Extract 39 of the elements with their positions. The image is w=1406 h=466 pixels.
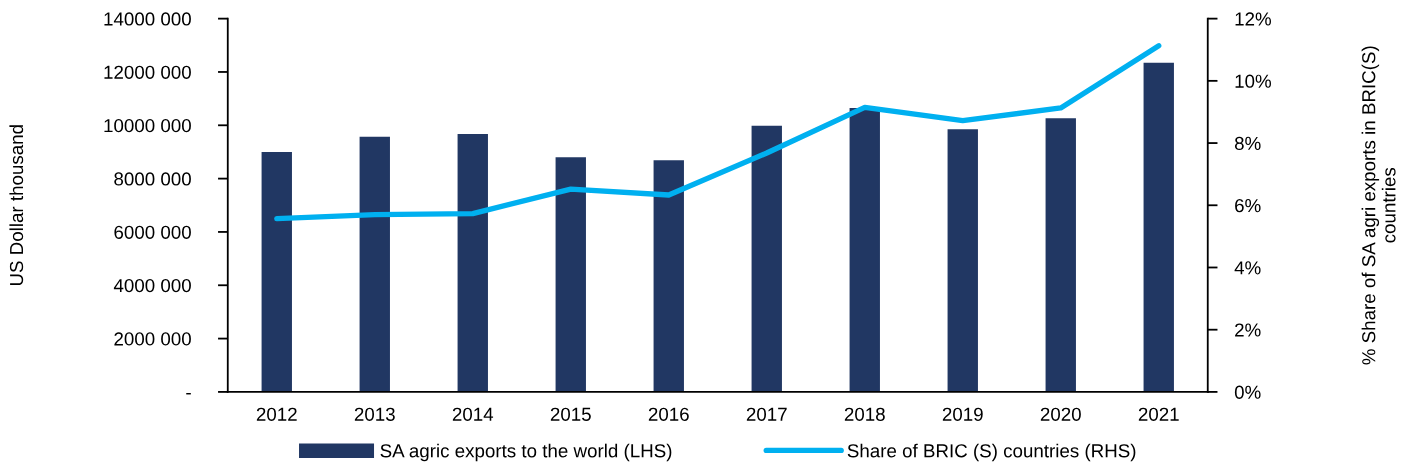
x-tick-label: 2016 (648, 407, 689, 421)
y-tick-label: 10000 000 (104, 118, 191, 133)
bar (751, 125, 782, 392)
y2-tick-label: 10% (1235, 74, 1271, 88)
x-tick-label: 2019 (942, 407, 983, 421)
y-tick-label: 12000 000 (104, 65, 191, 79)
x-tick-label: 2014 (452, 407, 494, 421)
bar (849, 107, 880, 392)
bar (261, 151, 292, 392)
bar (555, 157, 586, 392)
x-tick-label: 2012 (256, 407, 297, 421)
x-tick-label: 2018 (844, 407, 885, 421)
x-tick-label: 2013 (354, 407, 395, 421)
x-tick-label: 2017 (746, 407, 787, 421)
bar (1045, 118, 1076, 392)
bar (947, 129, 978, 392)
y2-tick-label: 4% (1234, 261, 1261, 275)
y2-axis-title: % Share of SA agri exports in BRIC(S) countries (1361, 46, 1396, 365)
x-tick-label: 2021 (1138, 407, 1179, 421)
y-axis-title: US Dollar thousand (9, 125, 24, 286)
bar (359, 136, 390, 392)
y-tick-label: 4000 000 (113, 278, 191, 293)
y-tick-label: 2000 000 (114, 332, 191, 346)
bar (1143, 62, 1174, 392)
x-tick-label: 2015 (550, 407, 591, 421)
x-tick-label: 2020 (1040, 407, 1081, 421)
legend-label: SA agric exports to the world (LHS) (380, 443, 672, 462)
y2-tick-label: 8% (1234, 136, 1261, 151)
y-tick-label: 14000 000 (104, 12, 191, 26)
legend-label: Share of BRIC (S) countries (RHS) (847, 443, 1136, 462)
bar (653, 160, 684, 392)
y-tick-label: - (186, 392, 191, 395)
y2-tick-label: 0% (1234, 385, 1261, 399)
y2-tick-label: 12% (1235, 12, 1271, 26)
y-tick-label: 6000 000 (114, 225, 191, 239)
y2-tick-label: 2% (1235, 323, 1261, 337)
y-tick-label: 8000 000 (114, 172, 191, 186)
bar (457, 134, 488, 392)
y2-tick-label: 6% (1235, 198, 1261, 213)
